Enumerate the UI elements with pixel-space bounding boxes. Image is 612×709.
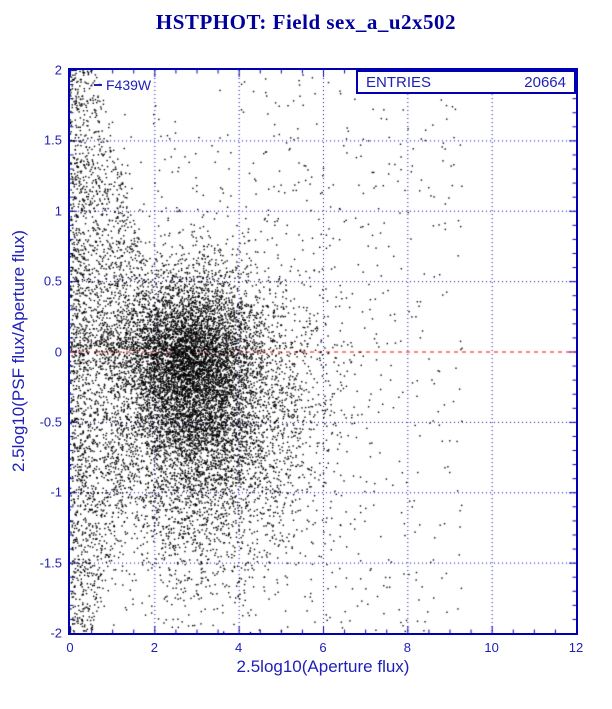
y-tick-label: -0.5 — [39, 414, 62, 430]
x-tick-label: 2 — [150, 640, 158, 655]
x-axis-title: 2.5log10(Aperture flux) — [236, 657, 410, 676]
y-tick-label: 0.5 — [43, 273, 62, 289]
y-tick-label: 1.5 — [43, 132, 62, 148]
plot-area: F439W ENTRIES 20664 — [68, 68, 578, 635]
x-tick-label: 0 — [66, 640, 74, 655]
x-tick-label: 4 — [235, 640, 243, 655]
y-tick-label: 2 — [54, 62, 62, 78]
y-tick-label: 1 — [54, 203, 62, 219]
filter-label-text: F439W — [106, 77, 152, 93]
filter-label: F439W — [94, 77, 151, 93]
y-tick-label: -1.5 — [39, 555, 62, 571]
stats-entries-label: ENTRIES — [366, 73, 432, 91]
scatter-canvas — [70, 70, 576, 633]
stats-entries-value: 20664 — [524, 73, 566, 91]
y-tick-label: -1 — [50, 484, 62, 500]
x-tick-label: 10 — [484, 640, 499, 655]
x-tick-label: 8 — [403, 640, 411, 655]
y-tick-label: -2 — [50, 625, 62, 641]
y-tick-label: 0 — [54, 344, 62, 359]
y-axis-title: 2.5log10(PSF flux/Aperture flux) — [9, 230, 28, 473]
x-tick-label: 6 — [319, 640, 327, 655]
page-title: HSTPHOT: Field sex_a_u2x502 — [155, 10, 457, 34]
x-tick-label: 12 — [568, 640, 584, 655]
marker-tick-icon — [94, 84, 102, 86]
stats-box: ENTRIES 20664 — [356, 70, 576, 94]
